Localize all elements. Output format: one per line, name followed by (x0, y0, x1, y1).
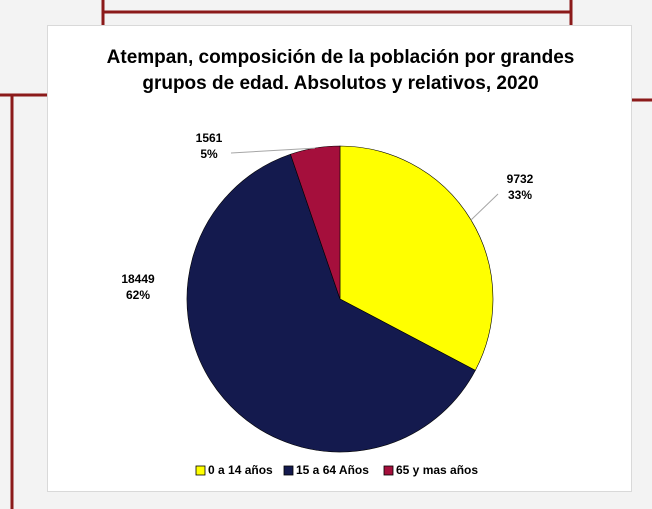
legend-swatch (195, 465, 206, 476)
data-label: 18449 (121, 272, 155, 286)
leader-line (230, 147, 315, 154)
chart-area: 9732 33% 18449 62% 1561 5% 0 a 14 años 15 a 64 … (47, 25, 632, 492)
leader-line (470, 193, 499, 221)
data-label: 9732 (507, 172, 534, 186)
legend-label: 15 a 64 Años (296, 463, 369, 477)
legend-label: 0 a 14 años (208, 463, 273, 477)
pie-slice (339, 145, 494, 371)
legend-swatch (283, 465, 294, 476)
pie-slice (186, 153, 476, 453)
data-label: 62% (126, 288, 150, 302)
data-label: 1561 (196, 131, 223, 145)
data-label: 5% (200, 147, 218, 161)
legend-swatch (383, 465, 394, 476)
pie-slice (290, 145, 341, 300)
chart-title: Atempan, composición de la población por… (106, 47, 575, 94)
chart: 9732 33% 18449 62% 1561 5% 0 a 14 años 15 a 64 … (121, 131, 534, 477)
data-label: 33% (508, 188, 532, 202)
legend-label: 65 y mas años (396, 463, 478, 477)
